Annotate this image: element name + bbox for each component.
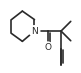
Circle shape [29,26,40,36]
Text: N: N [31,27,38,36]
Circle shape [42,42,53,53]
Text: O: O [44,43,51,52]
